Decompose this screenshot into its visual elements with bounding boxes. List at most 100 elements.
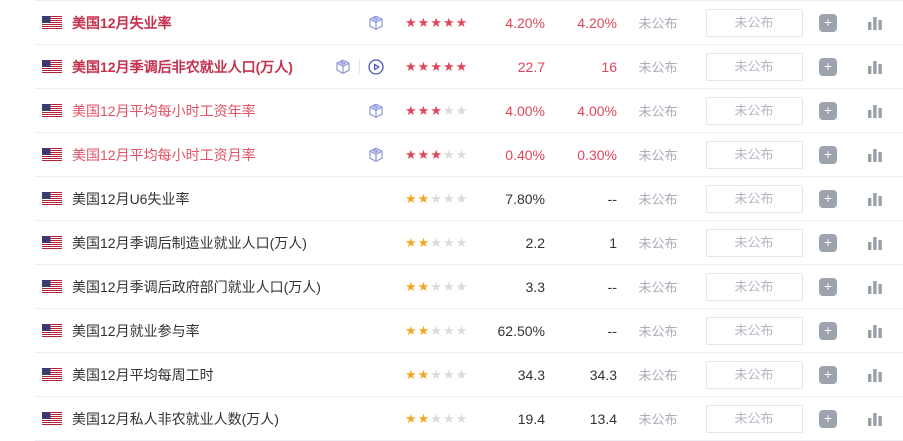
forecast-value: -- [607,190,617,207]
importance-stars: ★ ★ ★ ★ ★ [385,16,469,29]
star-filled-icon: ★ [430,15,442,30]
star-empty-icon: ★ [442,235,455,250]
indicator-title[interactable]: 美国12月私人非农就业人数(万人) [72,410,279,427]
add-icon[interactable]: + [819,233,837,252]
indicator-icons [323,14,385,32]
add-icon[interactable]: + [819,365,837,384]
published-status: 未公布 [638,148,678,163]
add-icon[interactable]: + [819,409,837,428]
add-icon[interactable]: + [819,101,837,120]
forecast-value: -- [607,322,617,339]
published-button[interactable]: 未公布 [705,8,803,37]
us-flag-icon [42,324,62,337]
bar-chart-icon[interactable] [865,146,885,164]
add-cell: + [809,277,847,296]
previous-value: 3.3 [525,278,545,295]
bar-chart-icon[interactable] [865,102,885,120]
previous-value: 0.40% [505,146,545,163]
forecast-value: 16 [601,58,617,75]
forecast-value: 4.20% [577,14,617,31]
indicator-icons [323,102,385,120]
star-filled-icon: ★ [417,411,430,426]
cube-3d-icon[interactable] [367,102,385,120]
chart-cell [847,14,903,32]
table-row: 美国12月季调后非农就业人口(万人) ★ ★ ★ ★ ★ 22.7 16 未公布 [35,45,903,89]
forecast-value: 13.4 [589,410,617,427]
published-button[interactable]: 未公布 [705,184,803,213]
published-status: 未公布 [638,104,678,119]
star-filled-icon: ★ [405,367,417,382]
published-button[interactable]: 未公布 [705,96,803,125]
table-row: 美国12月季调后政府部门就业人口(万人) ★ ★ ★ ★ ★ 3.3 -- 未公布 未公… [35,265,903,309]
published-button[interactable]: 未公布 [705,140,803,169]
published-status: 未公布 [638,412,678,427]
indicator-title[interactable]: 美国12月平均每周工时 [72,366,214,383]
published-button[interactable]: 未公布 [705,360,803,389]
indicator-title[interactable]: 美国12月平均每小时工资年率 [72,102,256,119]
cube-3d-icon[interactable] [334,58,352,76]
bar-chart-icon[interactable] [865,322,885,340]
star-empty-icon: ★ [455,103,468,118]
bar-chart-icon[interactable] [865,14,885,32]
cube-3d-icon[interactable] [367,146,385,164]
economic-calendar-table: 美国12月失业率 ★ ★ ★ ★ ★ 4.20% 4.20% 未公布 未公布 + [35,0,903,441]
star-empty-icon: ★ [455,367,468,382]
indicator-title[interactable]: 美国12月季调后政府部门就业人口(万人) [72,278,321,295]
add-icon[interactable]: + [819,57,837,76]
published-button-cell: 未公布 [699,360,809,389]
star-filled-icon: ★ [430,147,442,162]
indicator-title[interactable]: 美国12月平均每小时工资月率 [72,146,256,163]
indicator-title[interactable]: 美国12月就业参与率 [72,322,200,339]
star-filled-icon: ★ [405,59,417,74]
star-empty-icon: ★ [455,147,468,162]
previous-value: 4.00% [505,102,545,119]
add-icon[interactable]: + [819,13,837,32]
star-empty-icon: ★ [442,103,455,118]
add-icon[interactable]: + [819,277,837,296]
bar-chart-icon[interactable] [865,366,885,384]
published-button[interactable]: 未公布 [705,272,803,301]
star-filled-icon: ★ [455,15,468,30]
add-cell: + [809,57,847,76]
published-button-cell: 未公布 [699,52,809,81]
us-flag-icon [42,192,62,205]
play-circle-icon[interactable] [367,58,385,76]
star-filled-icon: ★ [417,323,430,338]
bar-chart-icon[interactable] [865,234,885,252]
published-button[interactable]: 未公布 [705,52,803,81]
star-filled-icon: ★ [417,367,430,382]
importance-stars: ★ ★ ★ ★ ★ [385,104,469,117]
us-flag-icon [42,280,62,293]
previous-value: 22.7 [517,58,545,75]
bar-chart-icon[interactable] [865,410,885,428]
add-icon[interactable]: + [819,145,837,164]
bar-chart-icon[interactable] [865,58,885,76]
forecast-value: 4.00% [577,102,617,119]
importance-stars: ★ ★ ★ ★ ★ [385,236,469,249]
published-status: 未公布 [638,16,678,31]
indicator-title[interactable]: 美国12月季调后非农就业人口(万人) [72,58,293,75]
cube-3d-icon[interactable] [367,14,385,32]
add-icon[interactable]: + [819,321,837,340]
star-filled-icon: ★ [417,279,430,294]
importance-stars: ★ ★ ★ ★ ★ [385,412,469,425]
bar-chart-icon[interactable] [865,190,885,208]
star-empty-icon: ★ [455,323,468,338]
star-filled-icon: ★ [405,147,417,162]
chart-cell [847,58,903,76]
published-button[interactable]: 未公布 [705,404,803,433]
indicator-title[interactable]: 美国12月U6失业率 [72,190,190,207]
star-empty-icon: ★ [430,367,442,382]
star-empty-icon: ★ [442,191,455,206]
chart-cell [847,102,903,120]
table-row: 美国12月就业参与率 ★ ★ ★ ★ ★ 62.50% -- 未公布 未公布 + [35,309,903,353]
published-button[interactable]: 未公布 [705,316,803,345]
chart-cell [847,234,903,252]
add-icon[interactable]: + [819,189,837,208]
add-cell: + [809,233,847,252]
star-filled-icon: ★ [405,323,417,338]
indicator-title[interactable]: 美国12月失业率 [72,14,172,31]
published-button[interactable]: 未公布 [705,228,803,257]
bar-chart-icon[interactable] [865,278,885,296]
indicator-title[interactable]: 美国12月季调后制造业就业人口(万人) [72,234,307,251]
